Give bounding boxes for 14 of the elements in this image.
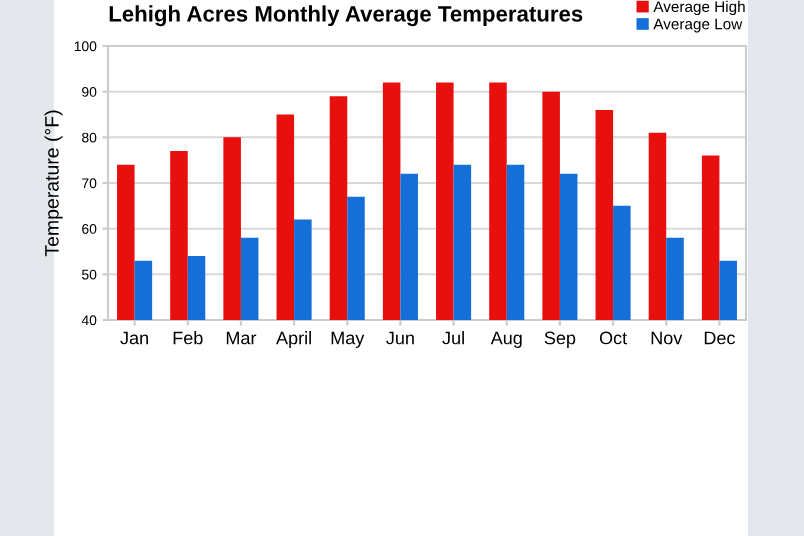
x-tick-label: Mar — [226, 331, 257, 345]
x-tick-label: May — [331, 331, 365, 348]
y-axis-title: Temperature (°F) — [44, 110, 63, 257]
x-tick-label: Feb — [173, 331, 203, 345]
chart-title: Lehigh Acres Monthly Average Temperatures — [109, 5, 583, 27]
x-tick-label: Nov — [651, 331, 683, 345]
x-tick-label: Jul — [442, 331, 464, 345]
x-tick-label: Dec — [704, 331, 735, 345]
x-tick-label: Oct — [599, 331, 627, 345]
x-tick-label: Sep — [544, 331, 576, 348]
x-tick-label: Jan — [120, 331, 148, 345]
x-tick-label: Aug — [490, 331, 522, 348]
x-tick-label: Jun — [386, 331, 414, 345]
x-tick-label: April — [276, 331, 311, 348]
